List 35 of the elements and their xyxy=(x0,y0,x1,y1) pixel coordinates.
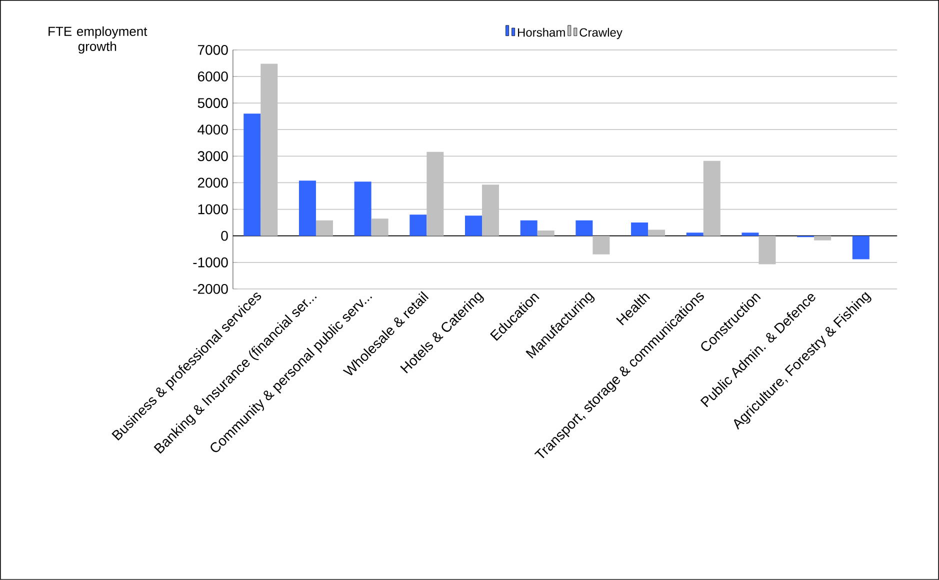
bar xyxy=(686,232,704,236)
bar xyxy=(648,230,666,236)
bar xyxy=(244,114,261,236)
bar xyxy=(316,220,333,236)
bar xyxy=(576,220,593,236)
bar xyxy=(814,236,832,240)
bar xyxy=(410,214,427,236)
bar xyxy=(260,64,278,236)
bar xyxy=(465,216,482,236)
y-tick-label: 6000 xyxy=(198,72,228,82)
legend-label: Crawley xyxy=(580,28,622,40)
bar xyxy=(758,236,776,264)
y-tick-label: 2000 xyxy=(198,178,228,188)
bar xyxy=(482,184,500,236)
bar xyxy=(354,182,372,236)
legend-label: Horsham xyxy=(518,28,565,37)
bar xyxy=(426,152,444,236)
bar xyxy=(631,222,648,236)
bar xyxy=(592,236,610,254)
bar xyxy=(298,180,316,236)
y-tick-label: -1000 xyxy=(193,257,228,268)
y-axis-title: FTE employment growth xyxy=(48,26,148,54)
y-tick-label: 0 xyxy=(221,230,228,241)
bar xyxy=(742,232,759,236)
bar xyxy=(371,218,388,236)
y-tick-label: 5000 xyxy=(198,98,228,108)
y-tick-label: 1000 xyxy=(198,204,228,214)
bar xyxy=(520,220,538,236)
bar xyxy=(703,160,720,236)
y-tick-label: -2000 xyxy=(193,284,228,294)
y-tick-label: 4000 xyxy=(198,124,228,135)
y-tick-label: 3000 xyxy=(198,151,228,162)
bar xyxy=(537,230,554,236)
y-tick-label: 7000 xyxy=(198,44,228,55)
bar xyxy=(852,236,870,260)
